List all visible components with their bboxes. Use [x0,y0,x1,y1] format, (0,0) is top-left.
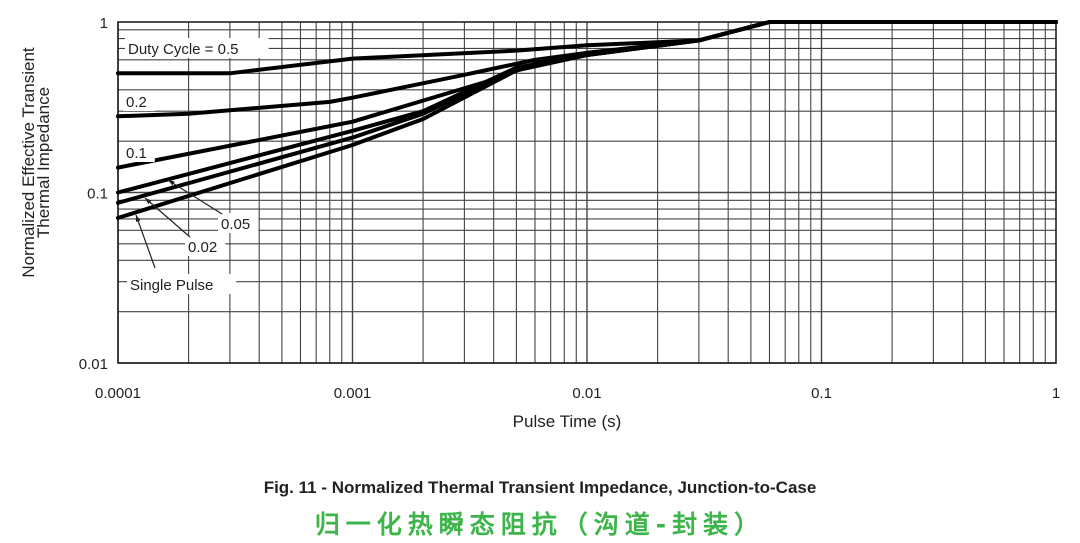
leader-line [144,197,191,238]
x-tick-label: 0.01 [572,385,601,402]
y-tick-label: 1 [100,15,108,32]
arrow-head [168,180,175,186]
series-label: 0.1 [126,145,147,162]
label-background [125,38,269,58]
plot-area: 0.0001 0.001 0.01 0.1 1 0.01 0.1 1 Pulse Time (s… [19,15,1060,431]
y-tick-label: 0.01 [79,356,108,373]
x-tick-label: 0.0001 [95,385,141,402]
series-label: Single Pulse [130,277,213,294]
series-label: 0.02 [188,239,217,256]
leader-line [135,214,156,269]
figure-caption: Fig. 11 - Normalized Thermal Transient I… [263,478,817,497]
series-label: Duty Cycle = 0.5 [128,41,238,58]
series-line [116,20,1058,220]
arrow-head [135,215,141,222]
x-tick-label: 1 [1052,385,1060,402]
y-axis-label: Thermal Impedance [34,87,53,238]
leader-line [167,179,223,215]
label-background [185,236,226,256]
label-background [127,274,237,294]
label-background [218,213,259,233]
x-tick-label: 0.1 [811,385,832,402]
x-axis-label: Pulse Time (s) [513,412,622,431]
label-background [123,142,155,162]
label-background [123,91,155,111]
y-axis-label: Normalized Effective Transient [19,47,38,278]
chinese-caption: 归一化热瞬态阻抗（沟道-封装） [314,510,766,539]
arrow-head [145,198,152,205]
series-label: 0.2 [126,94,147,111]
y-tick-label: 0.1 [87,186,108,203]
x-tick-label: 0.001 [334,385,372,402]
series-label: 0.05 [221,216,250,233]
